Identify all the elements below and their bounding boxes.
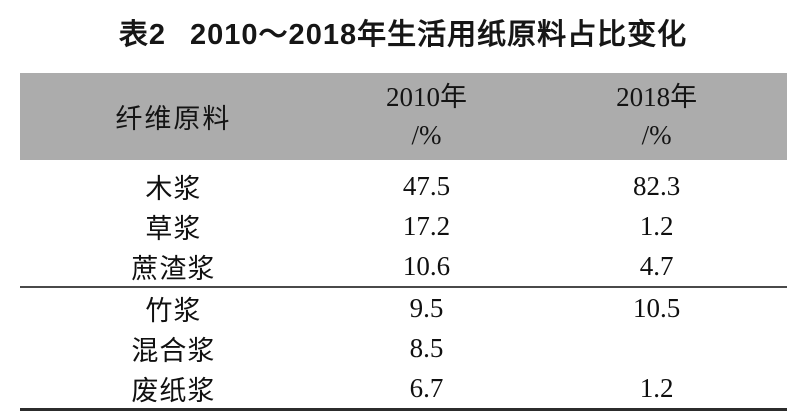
cell-2018: 10.5 bbox=[632, 292, 681, 323]
table-row: 木浆 47.5 82.3 bbox=[20, 166, 787, 206]
cell-2010: 9.5 bbox=[409, 292, 444, 323]
table-header-row: 纤维原料 2010年 /% 2018年 /% bbox=[20, 73, 787, 160]
header-2018: 2018年 /% bbox=[526, 79, 787, 155]
table-number: 表2 bbox=[118, 19, 167, 51]
table-group-top: 木浆 47.5 82.3 草浆 17.2 1.2 蔗渣浆 10.6 4.7 bbox=[20, 160, 787, 286]
header-2010-unit: /% bbox=[411, 119, 442, 150]
cell-material: 竹浆 bbox=[145, 295, 202, 326]
table-row: 废纸浆 6.7 1.2 bbox=[20, 368, 787, 408]
cell-material: 木浆 bbox=[145, 173, 202, 204]
table-row: 混合浆 8.5 bbox=[20, 328, 787, 368]
data-table: 纤维原料 2010年 /% 2018年 /% 木浆 47.5 82.3 草浆 1… bbox=[20, 73, 787, 411]
header-2010-year: 2010年 bbox=[386, 81, 467, 112]
table-group-bottom: 竹浆 9.5 10.5 混合浆 8.5 废纸浆 6.7 1.2 bbox=[20, 286, 787, 411]
cell-2010: 8.5 bbox=[409, 332, 444, 363]
cell-2018: 1.2 bbox=[639, 210, 674, 241]
cell-2018: 4.7 bbox=[639, 250, 674, 281]
header-2010: 2010年 /% bbox=[327, 79, 526, 155]
cell-2018: 82.3 bbox=[632, 170, 681, 201]
cell-material: 蔗渣浆 bbox=[131, 253, 216, 284]
table-title: 2010～2018年生活用纸原料占比变化 bbox=[190, 19, 688, 51]
cell-2010: 47.5 bbox=[402, 170, 451, 201]
cell-2010: 10.6 bbox=[402, 250, 451, 281]
header-2018-unit: /% bbox=[641, 119, 672, 150]
cell-2018: 1.2 bbox=[639, 372, 674, 403]
cell-material: 混合浆 bbox=[131, 335, 216, 366]
table-row: 竹浆 9.5 10.5 bbox=[20, 288, 787, 328]
table-row: 蔗渣浆 10.6 4.7 bbox=[20, 246, 787, 286]
cell-2010: 17.2 bbox=[402, 210, 451, 241]
header-2018-year: 2018年 bbox=[616, 81, 698, 112]
cell-material: 草浆 bbox=[145, 213, 202, 244]
header-material: 纤维原料 bbox=[115, 104, 232, 134]
cell-material: 废纸浆 bbox=[131, 375, 216, 406]
table-row: 草浆 17.2 1.2 bbox=[20, 206, 787, 246]
table-caption: 表2 2010～2018年生活用纸原料占比变化 bbox=[0, 0, 806, 53]
cell-2010: 6.7 bbox=[409, 372, 444, 403]
